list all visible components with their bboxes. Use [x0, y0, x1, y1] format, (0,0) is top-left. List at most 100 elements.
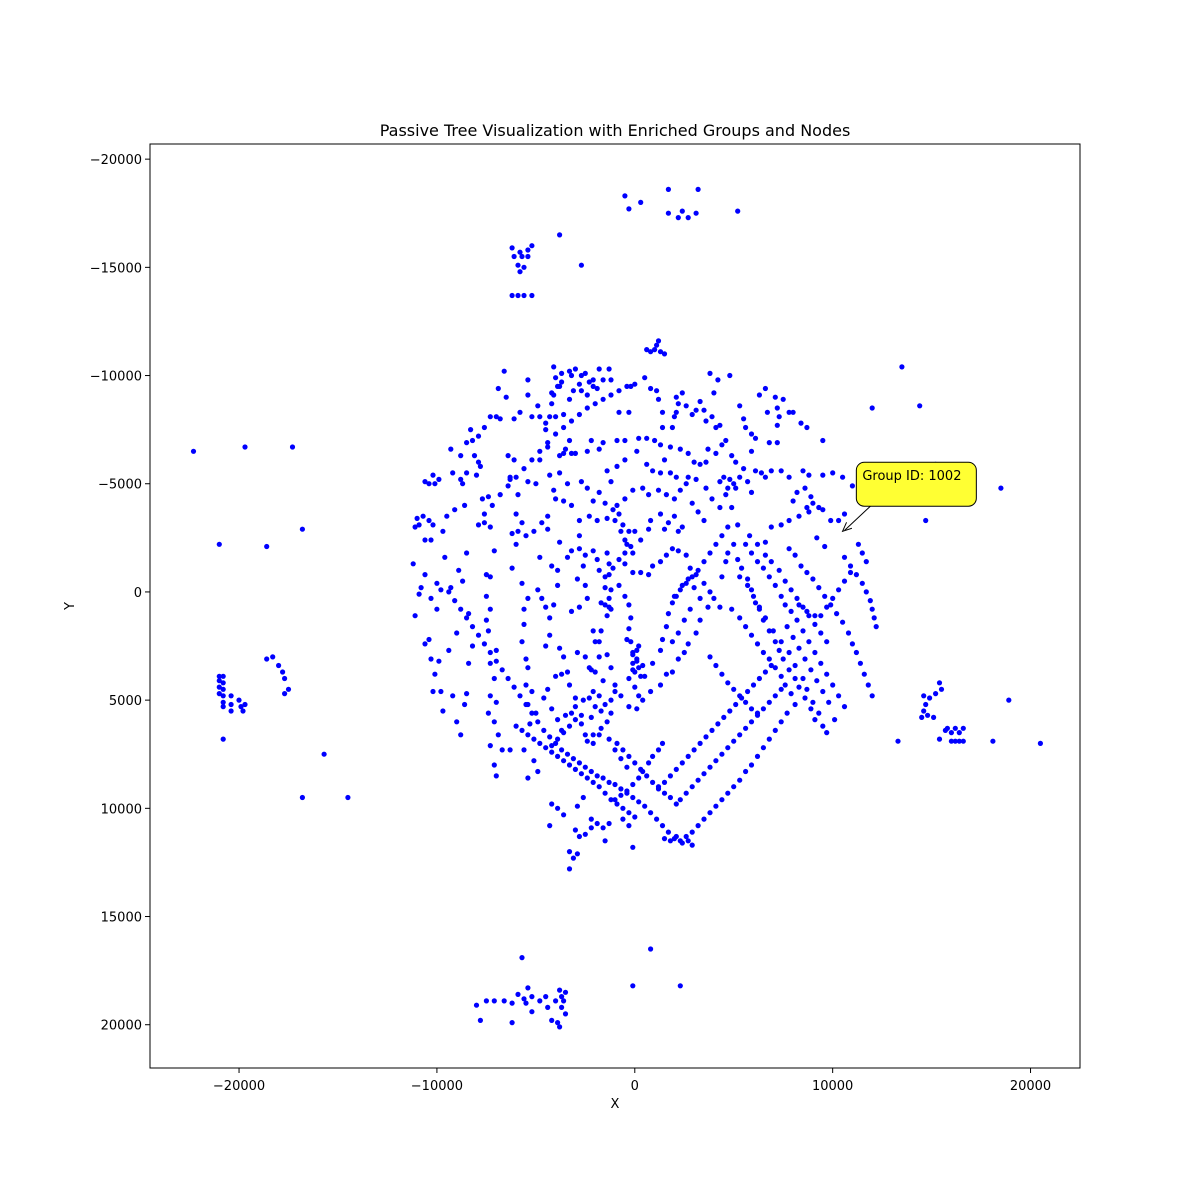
data-point	[553, 414, 559, 420]
data-point	[466, 660, 472, 666]
data-point	[557, 1024, 563, 1030]
data-point	[636, 435, 642, 441]
data-point	[675, 548, 681, 554]
data-point	[652, 437, 658, 444]
data-point	[667, 794, 674, 801]
data-point	[774, 440, 780, 446]
data-point	[564, 481, 571, 487]
data-point	[770, 628, 776, 634]
data-point	[768, 524, 774, 530]
data-point	[511, 457, 517, 463]
data-point	[555, 567, 561, 573]
data-point	[525, 732, 531, 738]
data-point	[772, 665, 778, 671]
data-point	[655, 396, 662, 402]
data-point	[547, 615, 553, 621]
data-point	[608, 377, 614, 383]
data-point	[549, 1017, 555, 1024]
data-point	[529, 710, 535, 716]
data-point	[596, 446, 602, 452]
data-point	[687, 565, 693, 571]
data-point	[531, 758, 537, 764]
data-point	[762, 552, 769, 558]
data-point	[693, 476, 699, 482]
data-point	[555, 736, 561, 742]
data-point	[525, 247, 531, 253]
data-point	[818, 613, 824, 619]
data-point	[545, 526, 551, 532]
annotation-arrow	[844, 505, 871, 531]
data-point	[632, 760, 638, 766]
data-point	[812, 613, 818, 619]
data-point	[760, 745, 767, 751]
data-point	[285, 686, 292, 692]
data-point	[828, 602, 834, 608]
data-point	[440, 708, 446, 714]
data-point	[606, 736, 612, 742]
data-point	[557, 470, 563, 476]
data-point	[713, 424, 719, 431]
data-point	[561, 758, 567, 764]
data-point	[739, 565, 745, 571]
data-point	[616, 511, 622, 517]
data-point	[596, 567, 602, 573]
data-point	[756, 675, 763, 682]
data-point	[606, 779, 612, 786]
y-tick-label: −10000	[90, 370, 142, 385]
data-point	[754, 710, 761, 716]
data-point	[689, 500, 695, 506]
data-point	[673, 474, 679, 480]
data-point	[790, 498, 796, 504]
data-point	[612, 781, 618, 788]
points-layer	[190, 186, 1043, 1030]
data-point	[420, 513, 426, 519]
data-point	[683, 833, 689, 840]
data-point	[685, 576, 691, 582]
data-point	[683, 580, 689, 586]
data-point	[806, 613, 812, 619]
data-point	[836, 517, 842, 524]
data-point	[570, 756, 577, 762]
data-point	[572, 450, 579, 456]
data-point	[628, 639, 634, 645]
data-point	[608, 479, 614, 485]
data-point	[800, 675, 806, 682]
data-point	[553, 673, 559, 679]
data-point	[808, 494, 814, 500]
data-point	[469, 437, 476, 444]
data-point	[547, 472, 553, 478]
data-point	[519, 580, 525, 586]
data-point	[921, 693, 927, 699]
data-point	[719, 533, 725, 539]
data-point	[648, 688, 654, 695]
data-point	[216, 684, 222, 690]
data-point	[519, 639, 525, 645]
annotation-text: Group ID: 1002	[862, 469, 961, 484]
data-point	[810, 500, 816, 506]
data-point	[553, 998, 559, 1004]
data-point	[525, 985, 531, 991]
data-point	[737, 403, 743, 409]
data-point	[228, 693, 234, 699]
data-point	[634, 448, 640, 454]
data-point	[820, 437, 826, 444]
data-point	[899, 364, 905, 370]
data-point	[578, 262, 585, 268]
data-point	[586, 379, 592, 385]
data-point	[748, 550, 755, 556]
data-point	[853, 649, 860, 656]
data-point	[620, 816, 626, 822]
data-point	[927, 695, 933, 701]
data-point	[792, 552, 798, 558]
data-point	[703, 459, 709, 465]
data-point	[610, 565, 616, 571]
data-point	[671, 513, 678, 519]
data-point	[743, 624, 749, 630]
data-point	[661, 457, 668, 463]
data-point	[642, 803, 648, 809]
data-point	[414, 515, 420, 522]
data-point	[487, 524, 493, 530]
data-point	[434, 580, 440, 586]
data-point	[568, 372, 575, 379]
